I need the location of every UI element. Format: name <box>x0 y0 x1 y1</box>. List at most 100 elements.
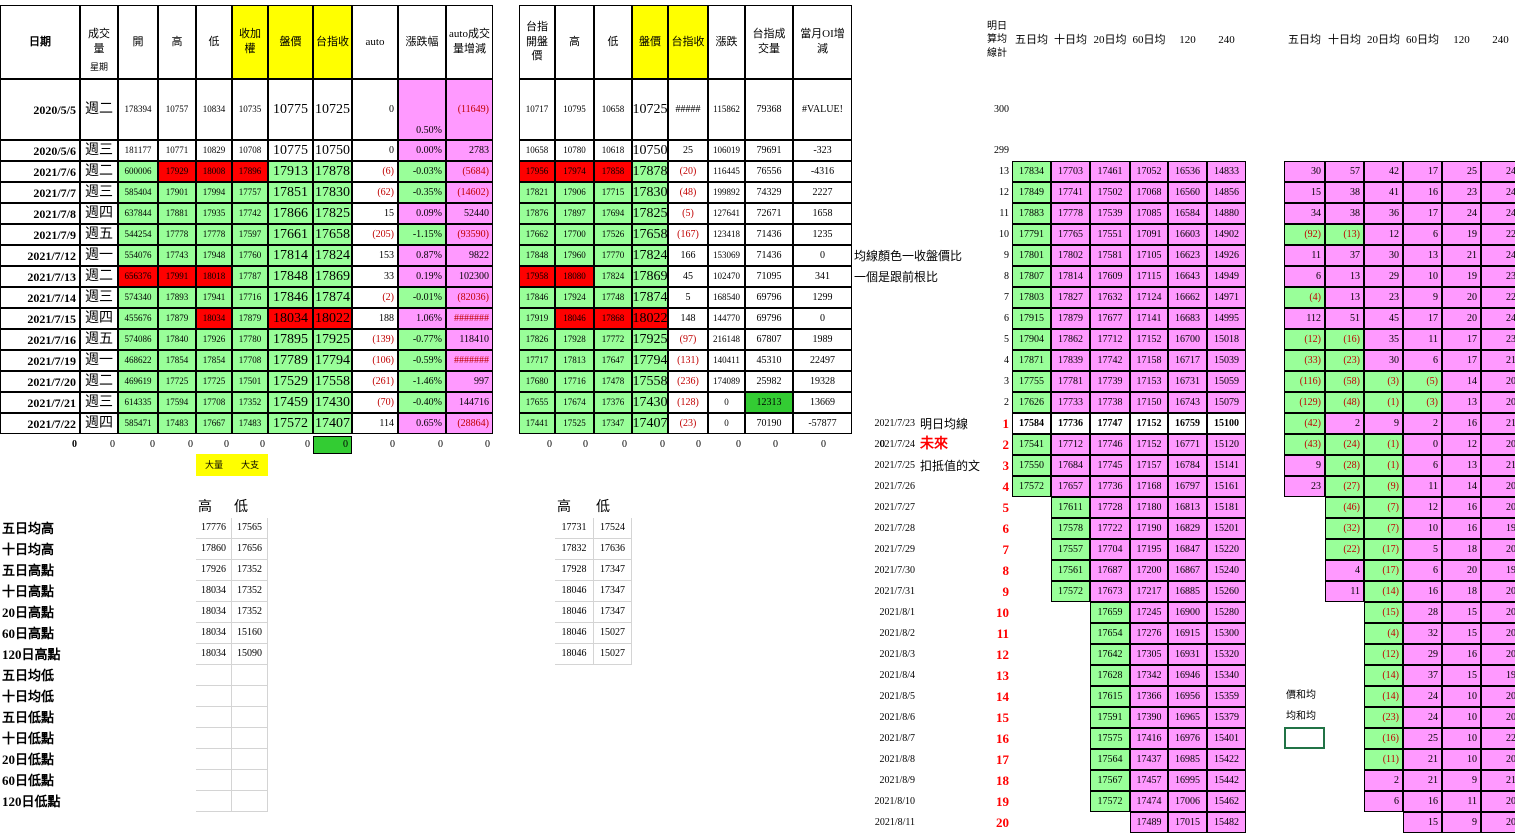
left-low-cell: 17879 <box>232 308 268 329</box>
diff-cell: 23 <box>1364 287 1403 308</box>
future-count: 10 <box>996 605 1009 620</box>
mid-chg-cell: (128) <box>668 392 708 413</box>
future-diff-cell: (28) <box>1325 455 1364 476</box>
mid-header-7: 當月OI增減 <box>793 5 852 79</box>
future-ma-cell: 17628 <box>1090 665 1130 686</box>
mid-stat-low: 17636 <box>594 539 632 560</box>
left-low-cell: 17708 <box>232 350 268 371</box>
future-date: 2021/8/6 <box>879 711 915 723</box>
mid-stat-high: 18046 <box>555 581 594 602</box>
future-diff-cell: 21 <box>1481 455 1515 476</box>
future-diff-cell: (1) <box>1364 434 1403 455</box>
left-pct-cell: 0.87% <box>398 245 446 266</box>
ma-cell: 17581 <box>1090 245 1130 266</box>
diff-cell: (12) <box>1284 329 1325 350</box>
future-ma-cell: 17195 <box>1130 539 1168 560</box>
future-count: 8 <box>1002 563 1010 578</box>
mid-chg-cell: (48) <box>668 182 708 203</box>
left-close-cell: 17848 <box>268 266 313 287</box>
diff-cell: 20 <box>1442 287 1481 308</box>
mid-high-cell: 10795 <box>555 79 594 140</box>
mid-zero-cell: 0 <box>736 439 741 450</box>
left-pct-cell: -0.40% <box>398 392 446 413</box>
future-diff-cell: (14) <box>1364 665 1403 686</box>
mid-low-cell: 17376 <box>594 392 632 413</box>
diff-cell: 6 <box>1284 266 1325 287</box>
left-tx-cell: 10750 <box>313 140 352 161</box>
diff-cell: 13 <box>1403 245 1442 266</box>
left-header-3: 高 <box>158 5 196 79</box>
mid-vol-cell: 140411 <box>708 350 745 371</box>
future-diff-cell: (9) <box>1364 476 1403 497</box>
diff-cell: 9 <box>1403 287 1442 308</box>
ma-cell: 17085 <box>1130 203 1168 224</box>
stat-label: 十日均低 <box>2 689 55 704</box>
mid-stat-low: 15027 <box>594 623 632 644</box>
future-diff-cell: 19 <box>1481 518 1515 539</box>
diff-cell: 24 <box>1442 203 1481 224</box>
left-pct-cell: -0.03% <box>398 161 446 182</box>
mid-oi-cell: 79368 <box>745 79 793 140</box>
left-high-cell: 17725 <box>196 371 232 392</box>
future-ma-cell: 17180 <box>1130 497 1168 518</box>
diff-cell: 23 <box>1481 329 1515 350</box>
weekday-label: 星期 <box>89 61 108 72</box>
left-open-cell: 17778 <box>158 224 196 245</box>
ma-cell: 17879 <box>1051 308 1090 329</box>
left-tx-cell: 17658 <box>313 224 352 245</box>
ma-cell: 17461 <box>1090 161 1130 182</box>
left-open-cell: 17840 <box>158 329 196 350</box>
future-diff-cell: 21 <box>1403 770 1442 791</box>
mid-low-cell: 10618 <box>594 140 632 161</box>
future-ma-cell: 17561 <box>1051 560 1090 581</box>
ma-header: 240 <box>1218 33 1235 46</box>
left-volchg-cell: (14602) <box>446 182 493 203</box>
diff-cell: 34 <box>1284 203 1325 224</box>
future-date: 2021/7/24 <box>874 438 915 450</box>
diff-cell: 57 <box>1325 161 1364 182</box>
ma-cell: 17781 <box>1051 371 1090 392</box>
future-ma-cell: 17657 <box>1051 476 1090 497</box>
stat-label: 60日低點 <box>2 773 55 788</box>
left-low-cell: 17352 <box>232 392 268 413</box>
mid-vol-cell: 168540 <box>708 287 745 308</box>
mid-open-cell: 17441 <box>519 413 555 434</box>
mid-oi-cell: 69796 <box>745 308 793 329</box>
future-diff-cell: 18 <box>1442 539 1481 560</box>
future-diff-cell: (14) <box>1364 686 1403 707</box>
left-high-header: 高 <box>198 500 212 515</box>
left-vol-cell: 544254 <box>118 224 158 245</box>
future-count: 14 <box>996 689 1009 704</box>
left-header-1: 成交量 <box>80 5 118 79</box>
mid-low-cell: 17715 <box>594 182 632 203</box>
ma-cell: 16683 <box>1168 308 1207 329</box>
mid-open-cell: 17876 <box>519 203 555 224</box>
left-wd-cell: 週四 <box>80 203 118 224</box>
selected-cell[interactable] <box>1284 727 1325 749</box>
future-diff-cell: 5 <box>1403 539 1442 560</box>
ma-cell: 15039 <box>1207 350 1246 371</box>
ma-cell: 17115 <box>1130 266 1168 287</box>
mid-open-cell: 17958 <box>519 266 555 287</box>
diff-cell: 17 <box>1442 329 1481 350</box>
mid-tx-cell: 10725 <box>632 79 668 140</box>
stat-high <box>196 791 232 812</box>
mid-open-cell: 17717 <box>519 350 555 371</box>
future-ma-cell: 16956 <box>1168 686 1207 707</box>
stat-high: 17860 <box>196 539 232 560</box>
future-diff-cell: 16 <box>1442 644 1481 665</box>
ma-cell: 17738 <box>1090 392 1130 413</box>
mid-oichg-cell: 2227 <box>793 182 852 203</box>
left-volchg-cell: 2783 <box>446 140 493 161</box>
left-close-cell: 17846 <box>268 287 313 308</box>
diff-cell: 24 <box>1481 245 1515 266</box>
future-diff-cell: (46) <box>1325 497 1364 518</box>
future-ma-cell: 17217 <box>1130 581 1168 602</box>
future-diff-cell: 11 <box>1403 476 1442 497</box>
future-ma-cell: 15280 <box>1207 602 1246 623</box>
left-tx-cell: 10725 <box>313 79 352 140</box>
mid-oichg-cell: -57877 <box>793 413 852 434</box>
future-ma-cell: 17541 <box>1012 434 1051 455</box>
left-wd-cell: 週二 <box>80 161 118 182</box>
future-diff-cell: (15) <box>1364 602 1403 623</box>
